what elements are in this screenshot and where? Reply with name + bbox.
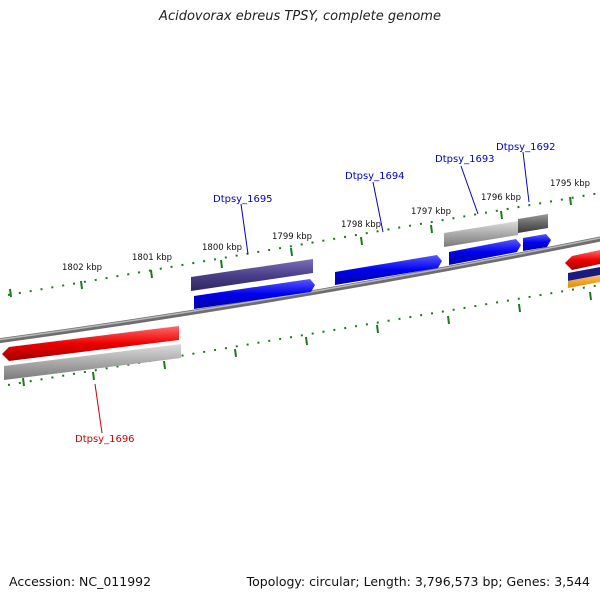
gene-label-dtpsy-1693[interactable]: Dtpsy_1693 (435, 154, 495, 165)
tick-label: 1801 kbp (132, 253, 172, 263)
feature-block-gray (444, 221, 518, 247)
gene-arrow-dtpsy-1696 (2, 326, 179, 361)
tick-mark (80, 280, 83, 290)
tick-mark (360, 236, 363, 246)
tick-label: 1802 kbp (62, 263, 102, 273)
tick-mark (163, 360, 166, 370)
feature-block-purple (191, 259, 313, 291)
tick-mark (589, 291, 592, 301)
feature-row-outer (191, 214, 548, 291)
gene-arrow-dtpsy-1695 (194, 279, 315, 309)
tick-label: 1796 kbp (481, 193, 521, 203)
tick-mark (92, 371, 95, 381)
leader-dtpsy-1692 (522, 151, 530, 203)
gene-label-dtpsy-1695[interactable]: Dtpsy_1695 (213, 194, 273, 205)
tick-mark (430, 224, 433, 234)
gene-labels: Dtpsy_1695 Dtpsy_1694 Dtpsy_1693 Dtpsy_1… (75, 142, 556, 445)
forward-genes (194, 234, 551, 309)
backbone (0, 236, 600, 344)
tick-mark (376, 324, 379, 334)
gene-arrow-edge-red (565, 250, 600, 270)
map-title: Acidovorax ebreus TPSY, complete genome (159, 9, 441, 24)
gene-label-dtpsy-1694[interactable]: Dtpsy_1694 (345, 171, 405, 182)
tick-label: 1798 kbp (341, 220, 381, 230)
genome-summary-text: Topology: circular; Length: 3,796,573 bp… (246, 574, 590, 589)
backbone-line (0, 236, 600, 344)
tick-mark (447, 315, 450, 325)
accession-text: Accession: NC_011992 (9, 574, 152, 589)
leader-dtpsy-1694 (372, 181, 384, 233)
reverse-genes (2, 250, 600, 380)
tick-mark (9, 288, 12, 298)
tick-dots-outer (7, 192, 600, 296)
tick-mark (569, 196, 572, 206)
tick-dots-inner (7, 284, 600, 386)
tick-mark (22, 377, 25, 387)
feature-block-reverse-gray (4, 344, 181, 380)
tick-mark (234, 348, 237, 358)
tick-label: 1800 kbp (202, 243, 242, 253)
tick-mark (150, 269, 153, 279)
tick-mark (290, 247, 293, 257)
gene-label-dtpsy-1692[interactable]: Dtpsy_1692 (496, 142, 556, 153)
tick-row-outer (7, 192, 600, 296)
feature-block-edge-orange (568, 275, 600, 288)
leader-dtpsy-1693 (460, 165, 479, 215)
tick-labels: 1802 kbp 1801 kbp 1800 kbp 1799 kbp 1798… (62, 179, 590, 273)
tick-mark (518, 303, 521, 313)
tick-label: 1799 kbp (272, 232, 312, 242)
leader-dtpsy-1695 (240, 203, 249, 255)
gene-label-dtpsy-1696[interactable]: Dtpsy_1696 (75, 434, 135, 445)
tick-mark (500, 210, 503, 220)
tick-label: 1795 kbp (550, 179, 590, 189)
tick-label: 1797 kbp (411, 207, 451, 217)
tick-mark (220, 259, 223, 269)
major-ticks-outer (9, 196, 572, 298)
gene-arrow-dtpsy-1693 (449, 239, 521, 265)
gene-arrow-dtpsy-1692 (523, 234, 551, 251)
label-leaders (94, 151, 530, 434)
tick-row-inner (7, 284, 600, 386)
feature-block-darkgray (518, 214, 548, 233)
major-ticks-inner (22, 291, 592, 387)
feature-block-edge-navy (568, 267, 600, 281)
backbone-highlight (0, 237, 600, 341)
tick-mark (305, 336, 308, 346)
gene-arrow-dtpsy-1694 (335, 255, 442, 285)
leader-dtpsy-1696 (94, 383, 103, 434)
